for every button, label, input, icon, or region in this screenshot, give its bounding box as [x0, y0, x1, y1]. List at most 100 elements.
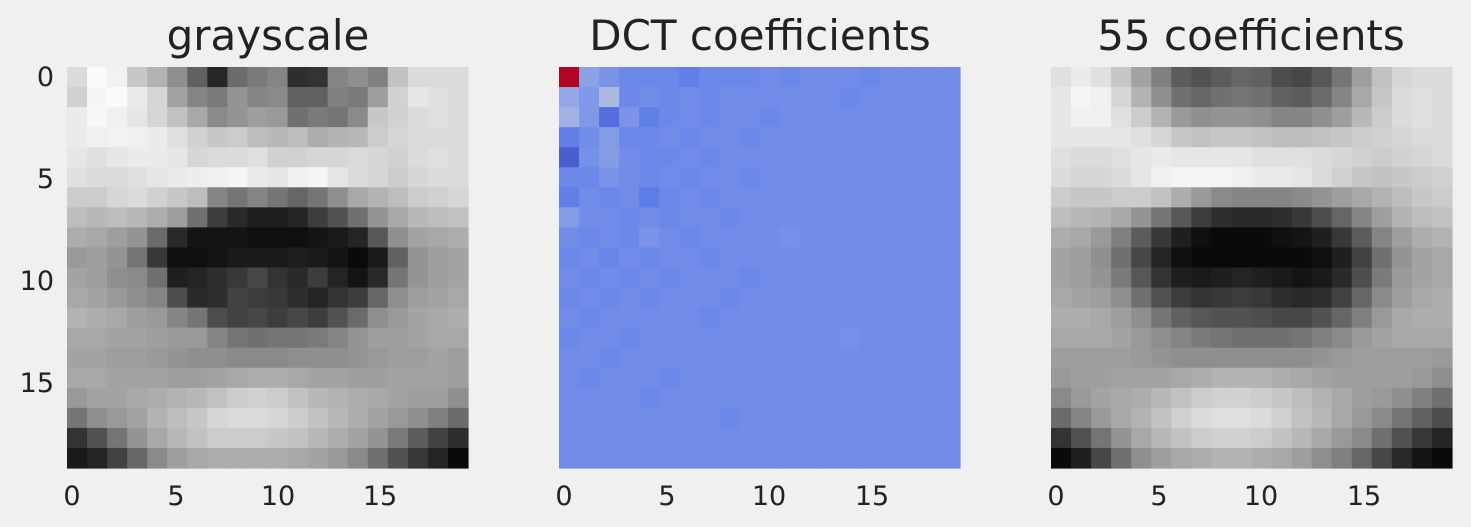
- heatmap-cell: [559, 67, 580, 88]
- heatmap-cell: [367, 107, 389, 128]
- heatmap-cell: [267, 267, 289, 289]
- heatmap-cell: [619, 187, 640, 208]
- heatmap-cell: [107, 387, 128, 409]
- heatmap-cell: [899, 387, 921, 409]
- heatmap-cell: [347, 307, 369, 329]
- heatmap-cell: [87, 427, 108, 449]
- heatmap-cell: [559, 387, 580, 409]
- heatmap-cell: [1051, 187, 1072, 208]
- heatmap-cell: [1131, 147, 1152, 168]
- heatmap-cell: [87, 307, 108, 329]
- heatmap-cell: [859, 307, 881, 329]
- heatmap-cell: [819, 447, 841, 469]
- heatmap-cell: [1311, 87, 1333, 108]
- heatmap-cell: [307, 267, 329, 289]
- heatmap-cell: [187, 447, 208, 469]
- heatmap-cell: [659, 147, 680, 168]
- heatmap-cell: [447, 127, 469, 148]
- heatmap-cell: [659, 427, 680, 449]
- heatmap-cell: [1331, 227, 1353, 249]
- heatmap-cell: [759, 287, 781, 309]
- heatmap-cell: [327, 147, 349, 168]
- heatmap-cell: [699, 347, 720, 369]
- heatmap-cell: [1171, 387, 1192, 409]
- heatmap-cell: [207, 387, 228, 409]
- heatmap-cell: [187, 407, 208, 429]
- heatmap-cell: [227, 327, 249, 349]
- heatmap-cell: [779, 247, 801, 269]
- heatmap-cell: [247, 407, 269, 429]
- heatmap-cell: [799, 207, 821, 228]
- heatmap-cell: [799, 367, 821, 389]
- heatmap-cell: [719, 287, 741, 309]
- heatmap-cell: [1271, 387, 1293, 409]
- heatmap-cell: [559, 87, 580, 108]
- heatmap-cell: [1171, 287, 1192, 309]
- heatmap-cell: [859, 147, 881, 168]
- heatmap-cell: [1091, 107, 1112, 128]
- heatmap-cell: [87, 387, 108, 409]
- heatmap-cell: [759, 207, 781, 228]
- heatmap-cell: [719, 187, 741, 208]
- heatmap-cell: [167, 207, 188, 228]
- heatmap-cell: [1091, 347, 1112, 369]
- heatmap-cell: [347, 227, 369, 249]
- heatmap-cell: [1111, 247, 1132, 269]
- heatmap-cell: [187, 227, 208, 249]
- heatmap-cell: [939, 427, 961, 449]
- heatmap-cell: [879, 127, 901, 148]
- heatmap-cell: [1331, 287, 1353, 309]
- heatmap-cell: [779, 367, 801, 389]
- heatmap-cell: [1111, 87, 1132, 108]
- heatmap-cell: [599, 67, 620, 88]
- heatmap-cell: [719, 247, 741, 269]
- heatmap-cell: [407, 167, 429, 188]
- heatmap-cell: [1311, 147, 1333, 168]
- heatmap-cell: [307, 307, 329, 329]
- heatmap-cell: [1371, 347, 1393, 369]
- heatmap-cell: [227, 127, 249, 148]
- heatmap-cell: [1191, 287, 1212, 309]
- heatmap-cell: [1391, 307, 1413, 329]
- heatmap-cell: [1271, 107, 1293, 128]
- heatmap-cell: [1091, 247, 1112, 269]
- heatmap-cell: [739, 127, 761, 148]
- heatmap-cell: [639, 127, 660, 148]
- heatmap-cell: [579, 227, 600, 249]
- heatmap-cell: [127, 247, 148, 269]
- heatmap-cell: [1271, 327, 1293, 349]
- heatmap-cell: [659, 167, 680, 188]
- y-tick-label: 10: [20, 266, 54, 297]
- heatmap-cell: [819, 267, 841, 289]
- heatmap-cell: [679, 247, 700, 269]
- heatmap-cell: [1211, 327, 1233, 349]
- heatmap-cell: [1211, 207, 1233, 228]
- panel-title: grayscale: [167, 11, 370, 60]
- heatmap-cell: [227, 367, 249, 389]
- heatmap-cell: [679, 407, 700, 429]
- heatmap-cell: [939, 447, 961, 469]
- heatmap-cell: [247, 147, 269, 168]
- heatmap-cell: [919, 347, 941, 369]
- heatmap-cell: [1411, 187, 1433, 208]
- heatmap-cell: [1131, 227, 1152, 249]
- heatmap-cell: [819, 307, 841, 329]
- heatmap-cell: [87, 327, 108, 349]
- heatmap-cell: [719, 447, 741, 469]
- heatmap-cell: [307, 327, 329, 349]
- heatmap-cell: [1411, 67, 1433, 88]
- heatmap-cell: [619, 387, 640, 409]
- heatmap-cell: [799, 147, 821, 168]
- heatmap-cell: [1431, 427, 1453, 449]
- heatmap-cell: [287, 447, 309, 469]
- heatmap-cell: [1211, 307, 1233, 329]
- heatmap-cell: [407, 107, 429, 128]
- heatmap-cell: [1151, 347, 1172, 369]
- heatmap-cell: [287, 287, 309, 309]
- heatmap-cell: [739, 267, 761, 289]
- heatmap-cell: [579, 267, 600, 289]
- heatmap-cell: [599, 427, 620, 449]
- heatmap-cell: [799, 127, 821, 148]
- heatmap-cell: [1131, 127, 1152, 148]
- heatmap-cell: [87, 107, 108, 128]
